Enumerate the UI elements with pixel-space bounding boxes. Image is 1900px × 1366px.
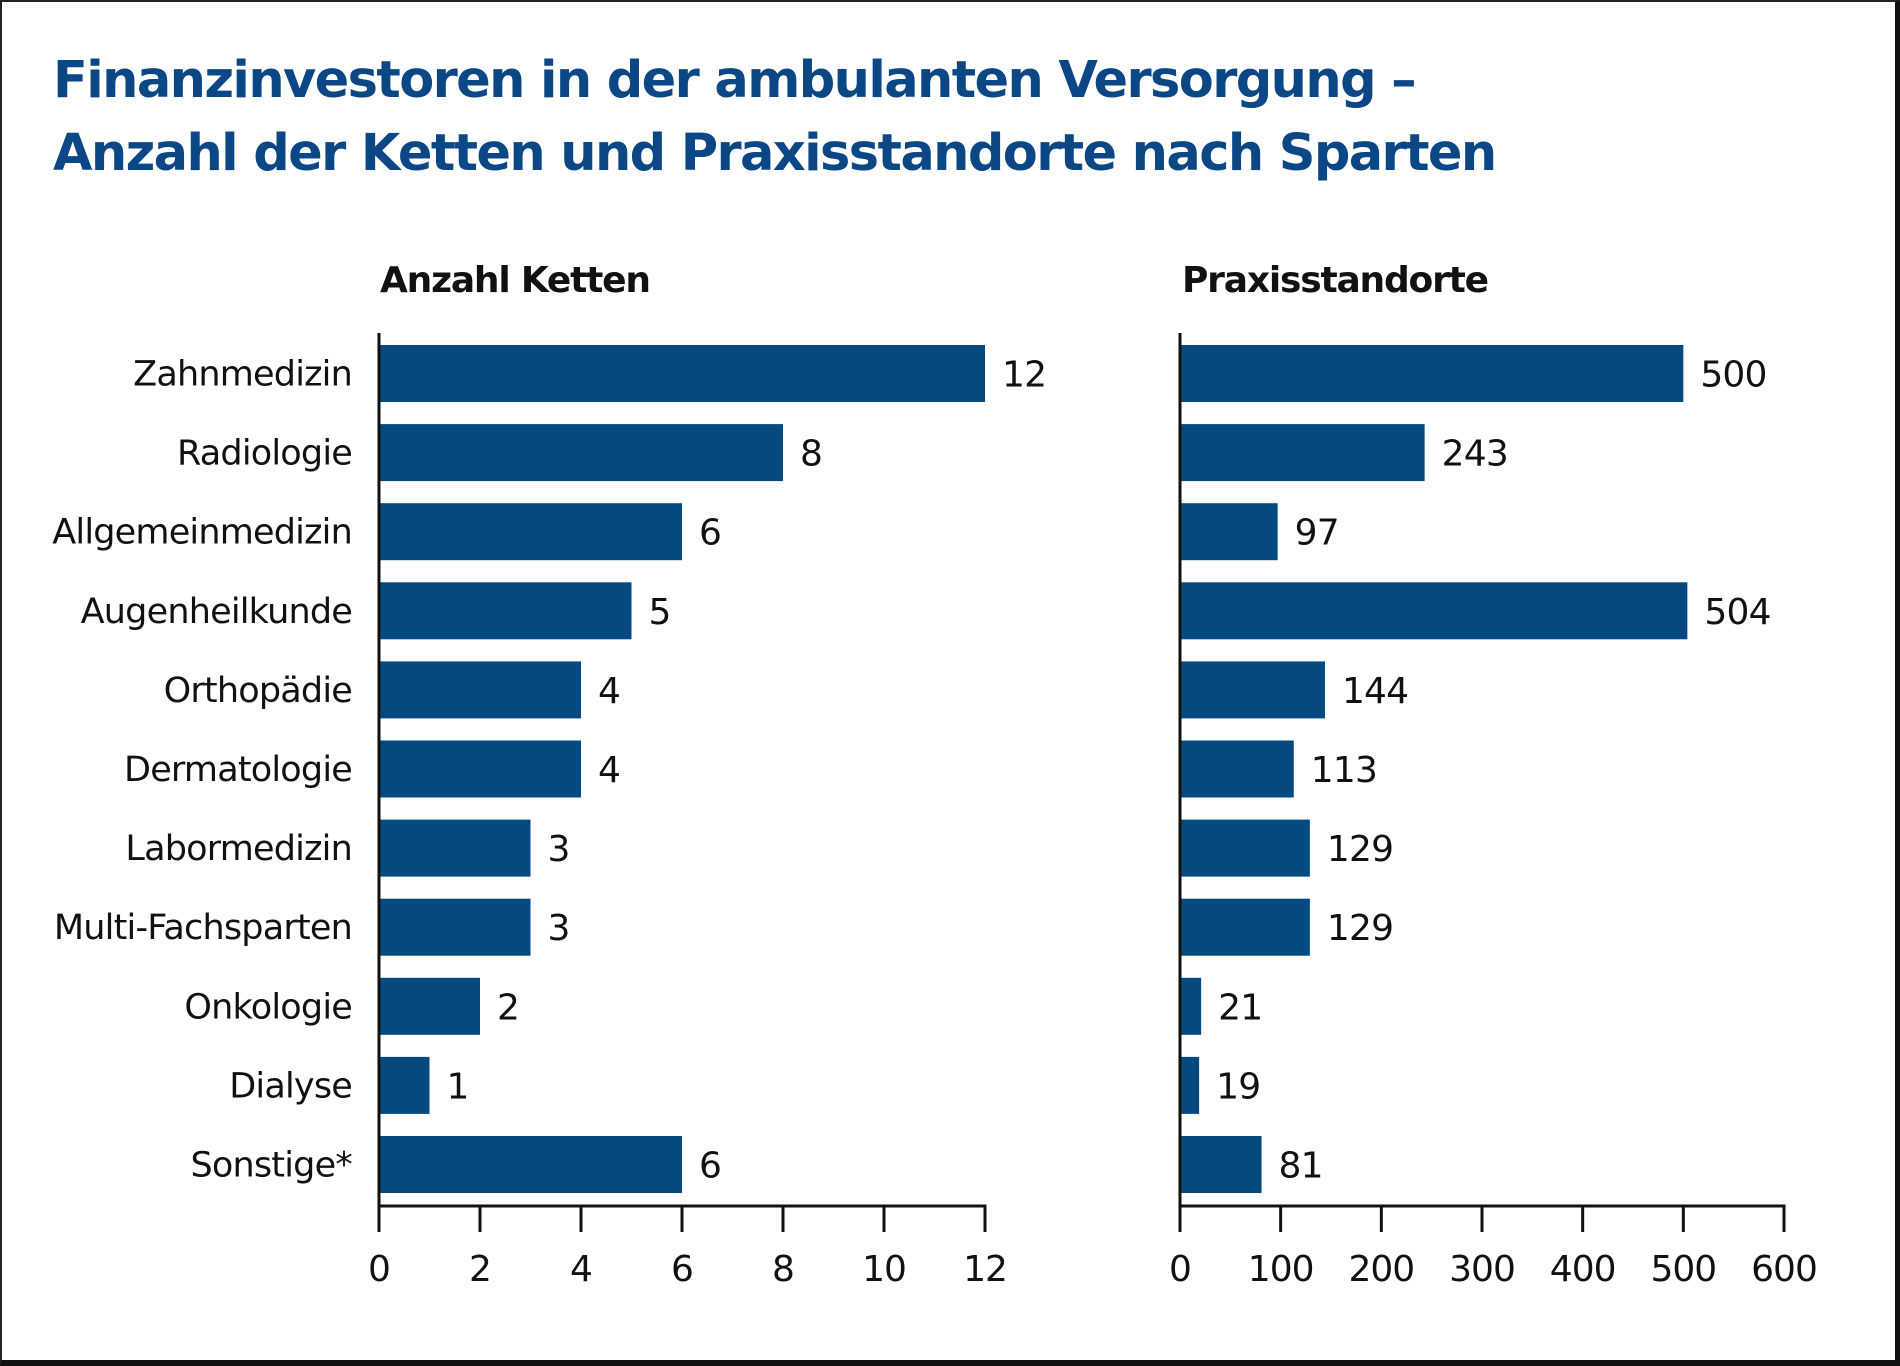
category-label-allgemeinmedizin: Allgemeinmedizin <box>52 513 352 553</box>
value-label-dialyse: 19 <box>1216 1066 1260 1107</box>
panel-anzahl-ketten: Anzahl Ketten Zahnmedizin Radiologie Allge… <box>52 260 1048 1290</box>
bar-orthopädie <box>1180 661 1325 719</box>
category-label-zahnmedizin: Zahnmedizin <box>133 355 352 395</box>
value-label-onkologie: 2 <box>497 987 519 1028</box>
bar-zahnmedizin <box>379 345 985 402</box>
bar-augenheilkunde <box>379 582 632 640</box>
chart-title-line-1: Finanzinvestoren in der ambulanten Verso… <box>53 51 1417 110</box>
value-label-orthopädie: 144 <box>1342 671 1408 712</box>
bar-dialyse <box>379 1056 430 1114</box>
x-tick-label-400: 400 <box>1550 1249 1616 1290</box>
x-tick-label-600: 600 <box>1751 1249 1817 1290</box>
axes-praxisstandorte: 0 100 200 300 400 500 600 <box>1169 333 1818 1290</box>
value-label-allgemeinmedizin: 6 <box>699 513 721 554</box>
value-label-multi-fachsparten: 3 <box>548 908 570 949</box>
bar-multi-fachsparten <box>1180 898 1310 956</box>
x-tick-label-12: 12 <box>963 1249 1007 1290</box>
x-tick-label-2: 2 <box>469 1249 491 1290</box>
bars-praxisstandorte <box>1180 345 1688 1193</box>
value-label-labormedizin: 129 <box>1327 829 1393 870</box>
value-label-augenheilkunde: 5 <box>649 592 671 633</box>
x-tick-label-100: 100 <box>1248 1249 1314 1290</box>
value-label-sonstige: 6 <box>699 1146 721 1187</box>
bar-multi-fachsparten <box>379 898 531 956</box>
bar-augenheilkunde <box>1180 582 1688 640</box>
value-label-orthopädie: 4 <box>598 671 620 712</box>
bar-labormedizin <box>1180 819 1310 877</box>
x-tick-label-6: 6 <box>671 1249 693 1290</box>
x-tick-label-0: 0 <box>1169 1249 1191 1290</box>
x-tick-label-4: 4 <box>570 1249 592 1290</box>
bar-dialyse <box>1180 1056 1200 1114</box>
bar-zahnmedizin <box>1180 345 1684 402</box>
category-label-orthopädie: Orthopädie <box>164 671 352 711</box>
bar-onkologie <box>1180 977 1202 1035</box>
category-label-dermatologie: Dermatologie <box>124 750 352 790</box>
x-tick-label-200: 200 <box>1348 1249 1414 1290</box>
x-tick-label-500: 500 <box>1650 1249 1716 1290</box>
bar-radiologie <box>1180 424 1425 482</box>
x-tick-label-300: 300 <box>1449 1249 1515 1290</box>
category-label-labormedizin: Labormedizin <box>125 829 352 869</box>
bar-radiologie <box>379 424 783 482</box>
category-label-augenheilkunde: Augenheilkunde <box>81 592 352 632</box>
value-label-labormedizin: 3 <box>548 829 570 870</box>
panel-title-praxisstandorte: Praxisstandorte <box>1182 260 1488 301</box>
value-label-dermatologie: 113 <box>1311 750 1377 791</box>
chart-title-line-2: Anzahl der Ketten und Praxisstandorte na… <box>53 124 1497 183</box>
category-label-radiologie: Radiologie <box>177 434 352 474</box>
category-label-sonstige: Sonstige* <box>190 1146 352 1186</box>
chart-title: Finanzinvestoren in der ambulanten Verso… <box>53 44 1497 190</box>
x-tick-label-8: 8 <box>772 1249 794 1290</box>
x-tick-label-10: 10 <box>862 1249 906 1290</box>
panel-title-anzahl-ketten: Anzahl Ketten <box>380 260 650 301</box>
bar-labormedizin <box>379 819 531 877</box>
bars-anzahl-ketten <box>379 345 985 1193</box>
value-labels-praxisstandorte: 500 243 97 504 144 113 129 129 21 19 81 <box>1216 355 1771 1187</box>
value-label-radiologie: 8 <box>800 434 822 475</box>
bar-allgemeinmedizin <box>379 503 682 561</box>
bar-dermatologie <box>1180 740 1294 798</box>
category-label-dialyse: Dialyse <box>229 1066 352 1106</box>
axes-anzahl-ketten: 0 2 4 6 8 10 12 <box>368 333 1008 1290</box>
bar-dermatologie <box>379 740 581 798</box>
category-label-multi-fachsparten: Multi-Fachsparten <box>54 908 352 948</box>
value-label-sonstige: 81 <box>1279 1146 1323 1187</box>
value-label-onkologie: 21 <box>1218 987 1262 1028</box>
bar-onkologie <box>379 977 480 1035</box>
value-label-allgemeinmedizin: 97 <box>1295 513 1339 554</box>
bar-sonstige <box>379 1136 682 1193</box>
value-label-dermatologie: 4 <box>598 750 620 791</box>
value-label-zahnmedizin: 12 <box>1002 355 1046 396</box>
bar-sonstige <box>1180 1136 1262 1193</box>
value-label-augenheilkunde: 504 <box>1704 592 1770 633</box>
value-label-multi-fachsparten: 129 <box>1327 908 1393 949</box>
value-label-radiologie: 243 <box>1442 434 1508 475</box>
panel-praxisstandorte: Praxisstandorte 500 243 97 504 144 113 129 129 2… <box>1169 260 1818 1290</box>
category-labels: Zahnmedizin Radiologie Allgemeinmedizin Aug… <box>52 355 353 1186</box>
bar-orthopädie <box>379 661 581 719</box>
category-label-onkologie: Onkologie <box>184 987 352 1027</box>
bar-allgemeinmedizin <box>1180 503 1278 561</box>
x-tick-label-0: 0 <box>368 1249 390 1290</box>
value-label-zahnmedizin: 500 <box>1700 355 1766 396</box>
value-label-dialyse: 1 <box>447 1066 469 1107</box>
